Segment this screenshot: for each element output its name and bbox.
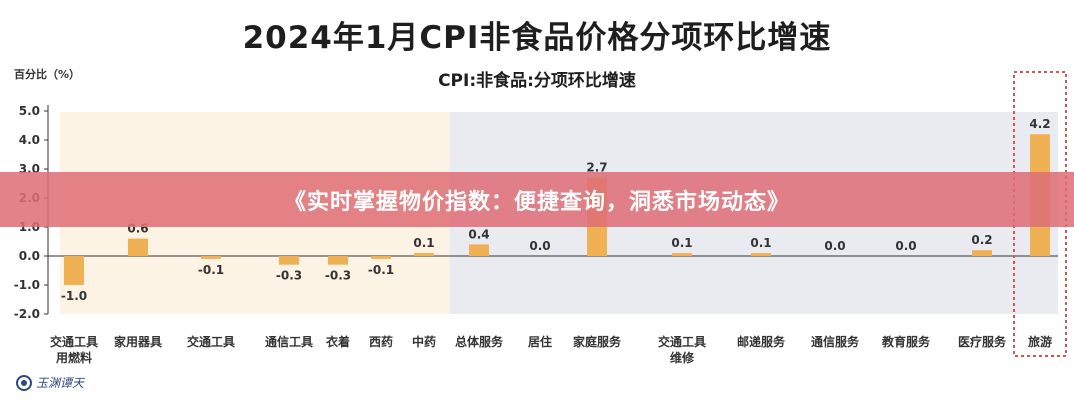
x-tick-label: 中药 xyxy=(412,334,436,349)
x-tick-label: 维修 xyxy=(670,350,695,365)
x-tick-label: 旅游 xyxy=(1028,334,1052,349)
data-label: -0.3 xyxy=(276,269,302,283)
data-label: 0.0 xyxy=(895,239,916,253)
y-tick-label: 4.0 xyxy=(19,133,40,147)
data-label: 0.4 xyxy=(468,227,489,241)
logo-mark-icon xyxy=(16,374,32,391)
y-tick-label: 5.0 xyxy=(19,104,40,118)
x-tick-label: 家庭服务 xyxy=(573,334,622,349)
x-tick-label: 衣着 xyxy=(326,334,350,349)
data-label: 0.1 xyxy=(671,236,692,250)
x-tick-label: 家用器具 xyxy=(114,334,162,349)
data-label: -0.1 xyxy=(368,263,394,277)
bar xyxy=(751,253,771,256)
data-label: 4.2 xyxy=(1029,117,1050,131)
data-label: -0.3 xyxy=(325,269,351,283)
watermark-text: 玉渊谭天 xyxy=(36,376,85,390)
watermark-logo: 玉渊谭天 xyxy=(16,374,84,391)
data-label: -1.0 xyxy=(61,289,87,303)
promo-banner: 《实时掌握物价指数：便捷查询，洞悉市场动态》 xyxy=(0,172,1074,227)
y-tick-label: 0.0 xyxy=(19,249,40,263)
data-label: 2.7 xyxy=(586,161,607,175)
data-label: 0.0 xyxy=(824,239,845,253)
y-axis-label: 百分比（%） xyxy=(14,68,81,81)
x-tick-label: 居住 xyxy=(528,334,552,349)
x-tick-label: 通信工具 xyxy=(265,334,313,349)
data-label: -0.1 xyxy=(198,263,224,277)
x-tick-label: 通信服务 xyxy=(811,334,860,349)
data-label: 0.1 xyxy=(750,236,771,250)
chart-subtitle: CPI:非食品:分项环比增速 xyxy=(438,71,636,91)
bar xyxy=(64,256,84,285)
data-label: 0.1 xyxy=(413,236,434,250)
x-tick-label: 用燃料 xyxy=(55,350,92,365)
chart-title: 2024年1月CPI非食品价格分项环比增速 xyxy=(242,20,832,56)
bar xyxy=(328,256,348,265)
bar xyxy=(371,256,391,259)
bar xyxy=(414,253,434,256)
bar xyxy=(279,256,299,265)
data-label: 0.0 xyxy=(529,239,550,253)
x-tick-label: 交通工具 xyxy=(50,334,98,349)
x-tick-label: 交通工具 xyxy=(187,334,235,349)
bar xyxy=(469,244,489,256)
y-tick-label: -1.0 xyxy=(14,278,40,292)
bar xyxy=(128,238,148,256)
y-tick-label: -2.0 xyxy=(14,307,40,321)
x-tick-label: 医疗服务 xyxy=(958,334,1007,349)
bar xyxy=(201,256,221,259)
x-tick-label: 交通工具 xyxy=(658,334,706,349)
data-label: 0.2 xyxy=(971,233,992,247)
x-tick-label: 教育服务 xyxy=(881,334,931,349)
banner-text: 《实时掌握物价指数：便捷查询，洞悉市场动态》 xyxy=(283,189,790,215)
x-tick-label: 西药 xyxy=(369,334,393,349)
bar xyxy=(972,250,992,256)
bar xyxy=(672,253,692,256)
x-tick-label: 总体服务 xyxy=(455,334,504,349)
x-tick-label: 邮递服务 xyxy=(737,334,786,349)
